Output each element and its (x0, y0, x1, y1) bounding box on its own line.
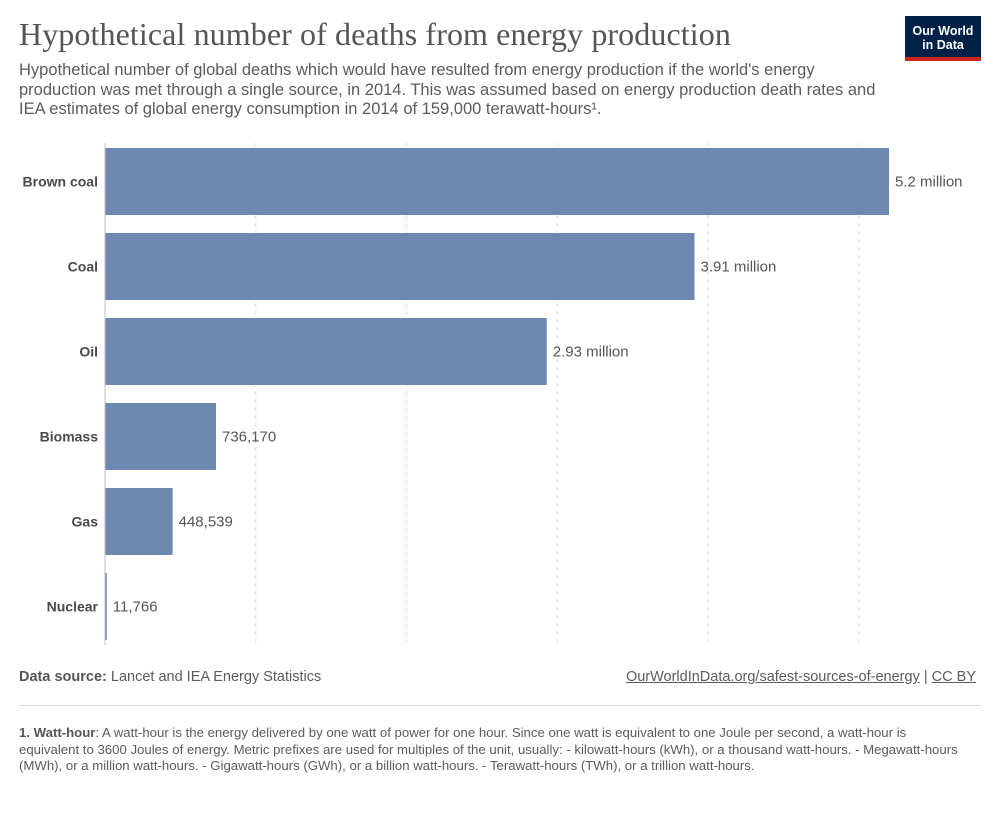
value-label-gas: 448,539 (179, 514, 233, 531)
gridlines (255, 143, 860, 645)
footer-divider (19, 705, 981, 706)
footnote-term: 1. Watt-hour (19, 725, 96, 740)
bar-coal[interactable] (105, 233, 695, 300)
category-label-nuclear: Nuclear (47, 599, 99, 615)
category-label-coal: Coal (68, 259, 98, 275)
category-label-brown-coal: Brown coal (23, 174, 98, 190)
bars: Brown coal 5.2 million Coal 3.91 million Oil… (23, 148, 963, 640)
chart-subtitle: Hypothetical number of global deaths whi… (19, 61, 876, 118)
value-label-coal: 3.91 million (701, 259, 777, 276)
data-source: Data source: Lancet and IEA Energy Stati… (19, 669, 321, 685)
chart-title: Hypothetical number of deaths from energ… (19, 16, 731, 52)
logo-line-2: in Data (922, 38, 964, 52)
footnote-text: : A watt-hour is the energy delivered by… (19, 725, 958, 773)
source-link[interactable]: OurWorldInData.org/safest-sources-of-ene… (625, 669, 920, 685)
value-label-brown-coal: 5.2 million (895, 174, 963, 191)
bar-nuclear[interactable] (105, 573, 107, 640)
category-label-biomass: Biomass (40, 429, 99, 445)
value-label-biomass: 736,170 (222, 429, 276, 446)
bar-chart: Brown coal 5.2 million Coal 3.91 million Oil… (23, 143, 963, 645)
category-label-gas: Gas (72, 514, 99, 530)
value-label-nuclear: 11,766 (113, 599, 158, 616)
bar-gas[interactable] (105, 488, 173, 555)
data-source-label: Data source: (19, 669, 107, 685)
bar-brown-coal[interactable] (105, 148, 889, 215)
bar-oil[interactable] (105, 318, 547, 385)
footer-separator: | (923, 669, 928, 685)
license-link[interactable]: CC BY (931, 669, 976, 685)
category-label-oil: Oil (79, 344, 98, 360)
footnote: 1. Watt-hour: A watt-hour is the energy … (19, 725, 969, 775)
logo-line-1: Our World (912, 24, 974, 38)
data-source-text: Lancet and IEA Energy Statistics (110, 669, 322, 685)
owid-logo[interactable]: Our World in Data (905, 16, 981, 61)
footer-links: OurWorldInData.org/safest-sources-of-ene… (626, 669, 976, 685)
value-label-oil: 2.93 million (553, 344, 629, 361)
bar-biomass[interactable] (105, 403, 216, 470)
